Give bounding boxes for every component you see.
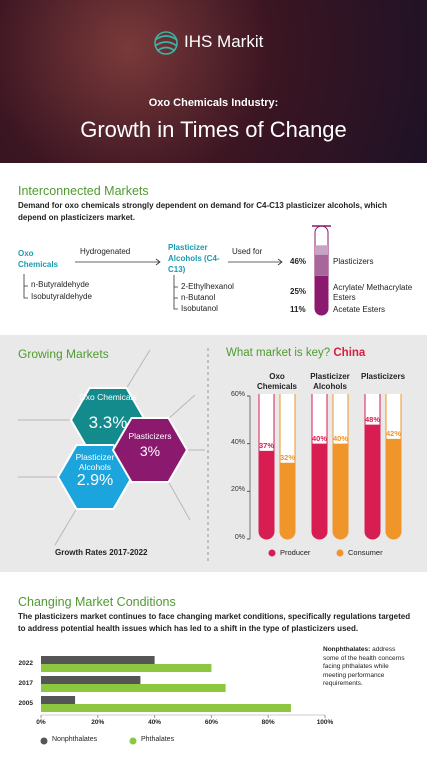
heading-highlight: China: [333, 347, 366, 359]
value-label: 25%: [290, 287, 307, 296]
value-label: 40%: [332, 433, 348, 443]
section-heading: Changing Market Conditions: [18, 595, 176, 609]
tube-fill: [315, 245, 328, 315]
hex-value: 3.3%: [88, 413, 128, 432]
y-tick-label: 0%: [234, 534, 245, 541]
header-background: [0, 0, 427, 163]
legend-label: Nonphthalates: [52, 736, 98, 743]
bar: [41, 656, 155, 664]
x-category-label: Oxo Chemicals: [256, 372, 298, 391]
bar: [333, 443, 348, 539]
section-text: The plasticizers market continues to fac…: [18, 612, 411, 633]
value-label: 42%: [385, 428, 401, 438]
diagram-connectors: [23, 258, 283, 310]
use-label: Plasticizers: [333, 257, 374, 266]
y-tick-label: 40%: [230, 438, 245, 446]
node-item: n-Butanol: [181, 293, 216, 302]
arrow-label: Hydrogenated: [80, 247, 131, 256]
bar: [312, 443, 327, 539]
legend-swatch: [268, 549, 276, 557]
x-tick-label: 0%: [36, 719, 46, 726]
y-category-label: 2022: [18, 660, 33, 667]
value-label: 46%: [290, 257, 307, 266]
note-label: Nonphthalates:: [323, 646, 371, 653]
value-label: 37%: [258, 440, 274, 450]
caption: Growth Rates 2017-2022: [55, 548, 148, 557]
section-heading: Interconnected Markets: [18, 184, 149, 198]
use-label: Acetate Esters: [333, 305, 386, 314]
bar: [41, 676, 141, 684]
hex-label: Oxo Chemicals: [79, 392, 137, 402]
hex-value: 3%: [139, 443, 161, 459]
x-tick-label: 80%: [261, 719, 275, 726]
hex-value: 2.9%: [76, 472, 114, 489]
hexagon: [111, 417, 189, 483]
bar: [41, 696, 76, 704]
x-tick-label: 40%: [148, 719, 162, 726]
bar: [259, 450, 274, 539]
x-tick-label: 60%: [204, 719, 218, 726]
legend-label: Producer: [280, 548, 311, 557]
bar: [280, 462, 295, 539]
heading-text: What market is key?: [226, 347, 331, 359]
value-label: 32%: [279, 452, 295, 462]
node-item: Isobutanol: [181, 304, 218, 313]
use-label: Acrylate/ Methacrylate Esters: [333, 283, 413, 302]
hex-lines: [18, 349, 205, 546]
legend-label: Phthalates: [141, 736, 175, 743]
title: Growth in Times of Change: [80, 117, 347, 142]
section-heading: Growing Markets: [18, 347, 109, 361]
bar: [386, 438, 401, 539]
x-tick-label: 20%: [91, 719, 105, 726]
node-item: n-Butyraldehyde: [31, 280, 90, 289]
logo-icon: [154, 31, 178, 55]
value-label: 40%: [311, 433, 327, 443]
hex-label: Plasticizer Alcohols: [75, 452, 115, 472]
legend-swatch: [336, 549, 344, 557]
y-tick-label: 20%: [230, 486, 245, 494]
tube-segment: [315, 275, 328, 315]
x-tick-label: 100%: [316, 719, 334, 726]
subtitle: Oxo Chemicals Industry:: [148, 97, 279, 109]
x-category-label: Plasticizer Alcohols: [310, 372, 350, 391]
logo: IHS Markit: [184, 32, 264, 51]
note: Nonphthalates: address some of the healt…: [323, 646, 409, 689]
legend-swatch: [129, 737, 137, 745]
bar: [41, 664, 212, 672]
arrow-label: Used for: [232, 247, 263, 256]
node-item: 2-Ethylhexanol: [181, 282, 234, 291]
legend-label: Consumer: [348, 548, 383, 557]
section-text: Demand for oxo chemicals strongly depend…: [18, 201, 387, 222]
value-label: 48%: [364, 414, 380, 424]
note-text: address some of the health concerns faci…: [323, 646, 405, 687]
x-category-label: Plasticizers: [360, 372, 406, 381]
y-tick-label: 60%: [230, 391, 245, 398]
y-category-label: 2005: [18, 700, 33, 707]
node-item: Isobutyraldehyde: [31, 292, 92, 301]
tube-segment: [315, 254, 328, 276]
bar: [41, 684, 226, 692]
hexagon: [56, 444, 134, 510]
tube-segment: [315, 245, 328, 255]
node-label: Oxo Chemicals: [18, 249, 59, 269]
node-label: Plasticizer Alcohols (C4-C13): [168, 243, 220, 274]
bar: [41, 704, 291, 712]
section-heading: What market is key? China: [226, 347, 365, 359]
value-label: 11%: [290, 305, 306, 314]
bar: [365, 424, 380, 539]
y-category-label: 2017: [18, 680, 33, 687]
hex-label: Plasticizers: [128, 431, 172, 441]
legend-swatch: [40, 737, 48, 745]
